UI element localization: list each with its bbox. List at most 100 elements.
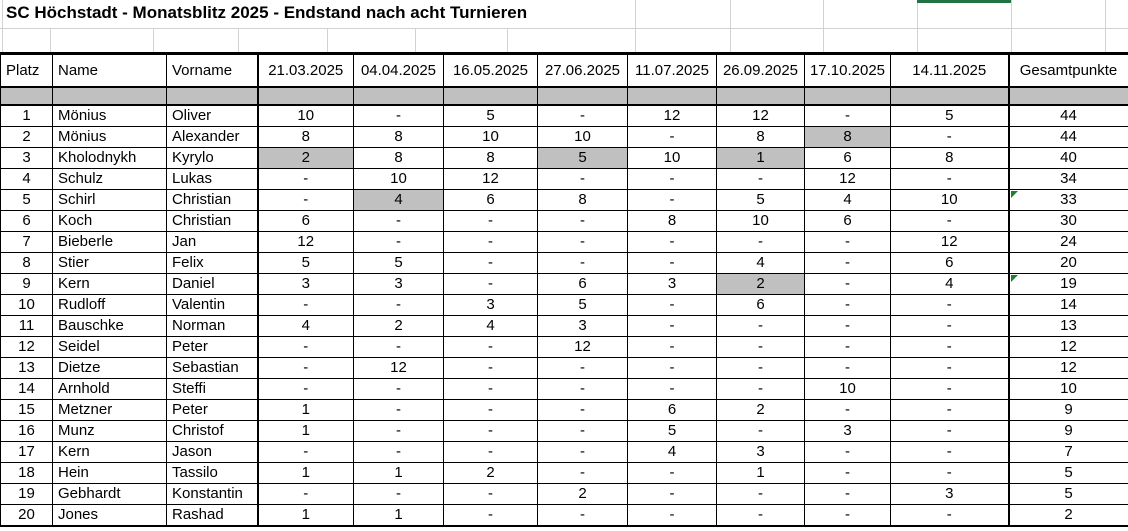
column-header[interactable]: Gesamtpunkte xyxy=(1008,53,1128,88)
cell-score[interactable]: 12 xyxy=(537,336,628,358)
cell-platz[interactable]: 11 xyxy=(0,315,53,337)
column-header[interactable]: 21.03.2025 xyxy=(257,53,354,88)
cell-score[interactable]: 8 xyxy=(890,147,1010,169)
cell-name[interactable]: Seidel xyxy=(52,336,167,358)
cell-platz[interactable]: 2 xyxy=(0,126,53,148)
cell-gesamtpunkte[interactable]: 44 xyxy=(1008,104,1128,127)
cell-score[interactable]: - xyxy=(353,294,444,316)
cell-score[interactable]: - xyxy=(353,441,444,463)
cell-gesamtpunkte[interactable]: 44 xyxy=(1008,126,1128,148)
cell-score[interactable]: 3 xyxy=(443,294,538,316)
cell-vorname[interactable]: Jason xyxy=(166,441,259,463)
cell-gesamtpunkte[interactable]: 10 xyxy=(1008,378,1128,400)
cell-score[interactable]: 1 xyxy=(257,399,354,421)
cell-vorname[interactable]: Peter xyxy=(166,399,259,421)
cell-score[interactable]: 4 xyxy=(804,189,891,211)
cell-score[interactable]: 12 xyxy=(890,231,1010,253)
cell-score[interactable]: 4 xyxy=(716,252,805,274)
cell-platz[interactable]: 4 xyxy=(0,168,53,190)
cell-name[interactable]: Schulz xyxy=(52,168,167,190)
cell-score[interactable]: 6 xyxy=(890,252,1010,274)
cell-score[interactable]: - xyxy=(890,126,1010,148)
cell-score[interactable]: - xyxy=(353,420,444,442)
cell-score[interactable]: - xyxy=(804,462,891,484)
cell-score[interactable]: 10 xyxy=(716,210,805,232)
cell-name[interactable]: Kern xyxy=(52,273,167,295)
cell-name[interactable]: Mönius xyxy=(52,104,167,127)
cell-score[interactable]: - xyxy=(627,168,717,190)
cell-score[interactable]: - xyxy=(804,315,891,337)
cell-gesamtpunkte[interactable]: 14 xyxy=(1008,294,1128,316)
cell-score[interactable]: 10 xyxy=(537,126,628,148)
cell-score[interactable]: 5 xyxy=(627,420,717,442)
cell-name[interactable]: Kholodnykh xyxy=(52,147,167,169)
cell-score[interactable]: 8 xyxy=(627,210,717,232)
cell-score[interactable]: 2 xyxy=(353,315,444,337)
cell-score[interactable]: - xyxy=(537,378,628,400)
cell-vorname[interactable]: Steffi xyxy=(166,378,259,400)
cell-vorname[interactable]: Lukas xyxy=(166,168,259,190)
cell-score[interactable]: 1 xyxy=(353,504,444,527)
cell-score[interactable]: - xyxy=(627,504,717,527)
cell-score[interactable]: 4 xyxy=(257,315,354,337)
cell-vorname[interactable]: Christof xyxy=(166,420,259,442)
cell-score[interactable]: - xyxy=(537,357,628,379)
cell-score[interactable]: - xyxy=(890,168,1010,190)
cell-name[interactable]: Stier xyxy=(52,252,167,274)
spacer-cell[interactable] xyxy=(804,86,891,106)
cell-score[interactable]: 4 xyxy=(443,315,538,337)
cell-score[interactable]: 10 xyxy=(353,168,444,190)
cell-score[interactable]: 6 xyxy=(537,273,628,295)
cell-gesamtpunkte[interactable]: 7 xyxy=(1008,441,1128,463)
cell-score[interactable]: - xyxy=(257,189,354,211)
cell-score[interactable]: - xyxy=(353,336,444,358)
cell-score[interactable]: - xyxy=(716,378,805,400)
cell-score[interactable]: - xyxy=(627,294,717,316)
cell-score[interactable]: - xyxy=(890,294,1010,316)
spacer-cell[interactable] xyxy=(890,86,1010,106)
cell-name[interactable]: Hein xyxy=(52,462,167,484)
cell-score[interactable]: 5 xyxy=(537,294,628,316)
spacer-cell[interactable] xyxy=(353,86,444,106)
cell-name[interactable]: Munz xyxy=(52,420,167,442)
cell-score[interactable]: - xyxy=(716,420,805,442)
spacer-cell[interactable] xyxy=(627,86,717,106)
cell-score[interactable]: - xyxy=(537,210,628,232)
column-header[interactable]: 16.05.2025 xyxy=(443,53,538,88)
cell-gesamtpunkte[interactable]: 34 xyxy=(1008,168,1128,190)
cell-score[interactable]: - xyxy=(537,399,628,421)
column-header[interactable]: Vorname xyxy=(166,53,259,88)
cell-platz[interactable]: 8 xyxy=(0,252,53,274)
cell-score[interactable]: - xyxy=(443,420,538,442)
cell-vorname[interactable]: Felix xyxy=(166,252,259,274)
cell-score[interactable]: - xyxy=(443,378,538,400)
cell-score[interactable]: 1 xyxy=(257,420,354,442)
cell-vorname[interactable]: Valentin xyxy=(166,294,259,316)
cell-gesamtpunkte[interactable]: 2 xyxy=(1008,504,1128,527)
cell-score[interactable]: 1 xyxy=(257,462,354,484)
cell-score[interactable]: 6 xyxy=(627,399,717,421)
spacer-cell[interactable] xyxy=(1008,86,1128,106)
cell-score[interactable]: - xyxy=(627,189,717,211)
cell-score[interactable]: 4 xyxy=(627,441,717,463)
cell-gesamtpunkte[interactable]: 33 xyxy=(1008,189,1128,211)
cell-score[interactable]: 5 xyxy=(716,189,805,211)
cell-score[interactable]: - xyxy=(257,378,354,400)
cell-score[interactable]: 8 xyxy=(804,126,891,148)
column-header[interactable]: 26.09.2025 xyxy=(716,53,805,88)
column-header[interactable]: 04.04.2025 xyxy=(353,53,444,88)
cell-name[interactable]: Bauschke xyxy=(52,315,167,337)
cell-name[interactable]: Jones xyxy=(52,504,167,527)
cell-score[interactable]: - xyxy=(716,483,805,505)
cell-score[interactable]: 5 xyxy=(890,104,1010,127)
cell-score[interactable]: - xyxy=(804,104,891,127)
cell-score[interactable]: 1 xyxy=(716,462,805,484)
cell-score[interactable]: - xyxy=(537,441,628,463)
cell-score[interactable]: 1 xyxy=(716,147,805,169)
cell-score[interactable]: - xyxy=(257,168,354,190)
cell-score[interactable]: - xyxy=(537,168,628,190)
cell-score[interactable]: 12 xyxy=(804,168,891,190)
cell-name[interactable]: Arnhold xyxy=(52,378,167,400)
cell-score[interactable]: - xyxy=(890,441,1010,463)
cell-score[interactable]: 2 xyxy=(716,273,805,295)
